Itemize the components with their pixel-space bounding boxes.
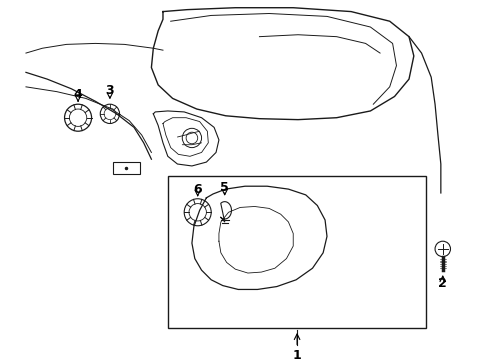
Text: 4: 4 [74,88,82,101]
Text: 3: 3 [105,84,114,97]
Text: 2: 2 [438,277,446,290]
Bar [167,176,426,328]
Text: 5: 5 [220,181,228,194]
Text: 6: 6 [193,183,202,195]
Text: 1: 1 [292,348,301,360]
Bar [113,162,140,174]
